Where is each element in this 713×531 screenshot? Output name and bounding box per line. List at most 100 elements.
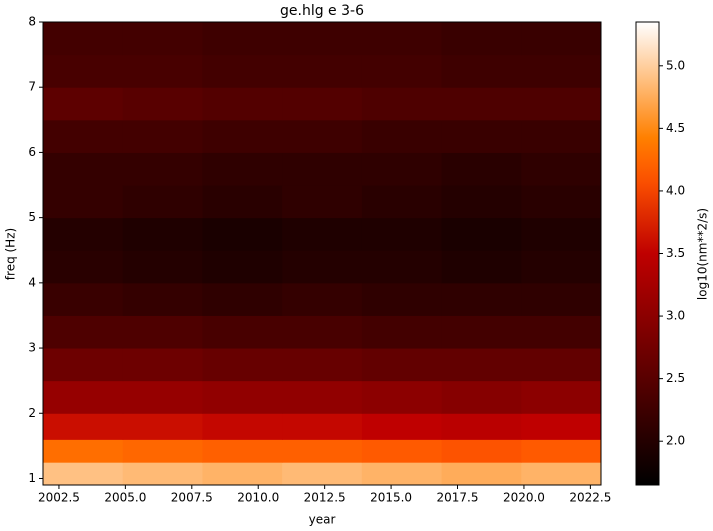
heatmap-cell <box>202 87 283 121</box>
heatmap-cell <box>441 315 522 349</box>
heatmap-cell <box>43 413 124 440</box>
x-tick-label: 2022.5 <box>569 491 611 505</box>
heatmap-cell <box>202 54 283 88</box>
heatmap-cell <box>122 54 203 88</box>
heatmap-cell <box>202 348 283 382</box>
heatmap-cell <box>521 439 602 463</box>
colorbar-tick-label: 2.0 <box>666 434 685 448</box>
heatmap-cell <box>441 250 522 284</box>
heatmap-cell <box>202 152 283 186</box>
heatmap-cell <box>521 152 602 186</box>
heatmap-cell <box>122 348 203 382</box>
heatmap-cell <box>202 119 283 153</box>
heatmap-cell <box>361 185 443 219</box>
heatmap-cell <box>361 315 443 349</box>
heatmap-cell <box>361 380 443 414</box>
heatmap-cell <box>441 462 522 486</box>
heatmap-cell <box>202 217 283 251</box>
heatmap-cell <box>43 217 124 251</box>
heatmap-cell <box>282 87 363 121</box>
heatmap-cell <box>282 250 363 284</box>
x-tick-label: 2005.0 <box>104 491 146 505</box>
heatmap-cell <box>202 380 283 414</box>
heatmap-cell <box>43 87 124 121</box>
heatmap-cell <box>202 439 283 463</box>
heatmap-cell <box>361 250 443 284</box>
heatmap-cell <box>122 22 203 56</box>
chart-title: ge.hlg e 3-6 <box>280 3 364 19</box>
y-tick-label: 2 <box>28 406 36 420</box>
colorbar <box>635 21 660 486</box>
colorbar-tick-label: 4.0 <box>666 183 685 197</box>
heatmap-cell <box>521 315 602 349</box>
heatmap-cell <box>521 217 602 251</box>
heatmap-cell <box>282 439 363 463</box>
heatmap-cell <box>122 462 203 486</box>
heatmap-cell <box>122 315 203 349</box>
heatmap-cell <box>122 380 203 414</box>
heatmap-cell <box>441 87 522 121</box>
heatmap-cell <box>202 462 283 486</box>
heatmap-cell <box>122 217 203 251</box>
heatmap-cell <box>43 282 124 316</box>
heatmap-cell <box>361 348 443 382</box>
heatmap-cell <box>43 348 124 382</box>
heatmap-cell <box>361 87 443 121</box>
colorbar-tick-label: 4.5 <box>666 121 685 135</box>
y-tick-label: 3 <box>28 341 36 355</box>
heatmap-cell <box>521 185 602 219</box>
x-tick-label: 2015.0 <box>370 491 412 505</box>
heatmap-cell <box>361 152 443 186</box>
heatmap-cell <box>282 152 363 186</box>
x-axis-label: year <box>309 513 336 527</box>
heatmap-cell <box>361 413 443 440</box>
heatmap-cell <box>202 315 283 349</box>
y-tick-label: 5 <box>28 210 36 224</box>
heatmap-cell <box>43 250 124 284</box>
heatmap-cell <box>202 413 283 440</box>
heatmap-cell <box>441 152 522 186</box>
heatmap-cell <box>361 22 443 56</box>
heatmap-cell <box>441 348 522 382</box>
heatmap-cell <box>282 22 363 56</box>
heatmap-cell <box>441 217 522 251</box>
heatmap-cell <box>43 462 124 486</box>
heatmap-cell <box>521 119 602 153</box>
colorbar-tick-label: 5.0 <box>666 58 685 72</box>
heatmap-cell <box>441 54 522 88</box>
heatmap-cell <box>441 380 522 414</box>
heatmap-cell <box>43 185 124 219</box>
heatmap-cell <box>441 413 522 440</box>
heatmap-cell <box>521 282 602 316</box>
y-tick-label: 6 <box>28 145 36 159</box>
heatmap-cell <box>282 119 363 153</box>
colorbar-tick-label: 2.5 <box>666 371 685 385</box>
heatmap-cell <box>521 380 602 414</box>
x-tick-label: 2020.0 <box>503 491 545 505</box>
x-tick-label: 2017.5 <box>437 491 479 505</box>
x-tick-label: 2010.0 <box>237 491 279 505</box>
colorbar-tick-label: 3.5 <box>666 246 685 260</box>
heatmap-cell <box>282 462 363 486</box>
heatmap-cell <box>43 152 124 186</box>
plot-frame <box>42 21 602 486</box>
heatmap-cell <box>43 380 124 414</box>
heatmap-cell <box>361 54 443 88</box>
heatmap-cell <box>282 217 363 251</box>
heatmap-cell <box>202 22 283 56</box>
heatmap-cell <box>43 119 124 153</box>
heatmap-cell <box>122 282 203 316</box>
x-tick-label: 2007.5 <box>171 491 213 505</box>
y-tick-label: 7 <box>28 80 36 94</box>
heatmap-cell <box>122 119 203 153</box>
heatmap-cell <box>43 315 124 349</box>
heatmap-cell <box>521 54 602 88</box>
x-tick-label: 2002.5 <box>38 491 80 505</box>
heatmap <box>43 22 602 486</box>
heatmap-cell <box>521 87 602 121</box>
heatmap-cell <box>202 185 283 219</box>
heatmap-cell <box>521 348 602 382</box>
x-tick-label: 2012.5 <box>304 491 346 505</box>
heatmap-cell <box>122 439 203 463</box>
y-tick-label: 1 <box>28 471 36 485</box>
